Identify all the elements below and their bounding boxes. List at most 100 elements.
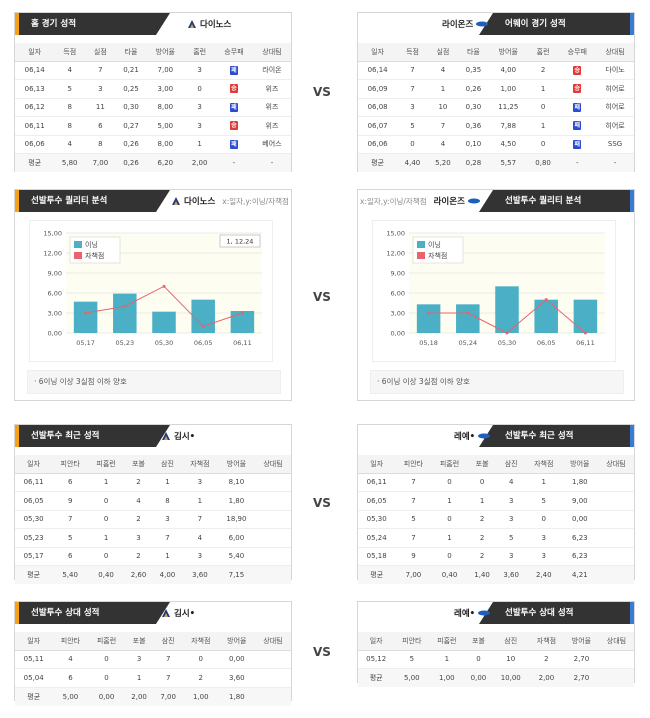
table-cell: 0: [525, 510, 562, 529]
table-cell: 패: [558, 135, 597, 154]
vs-label-1: VS: [313, 85, 331, 99]
table-cell: 06,05: [15, 491, 53, 511]
column-header: 상대팀: [252, 43, 291, 62]
table-cell: 2,70: [563, 668, 599, 687]
table-cell: 8,00: [146, 98, 185, 117]
table-row: 05,23 5 1 3 7 4 6,00: [15, 528, 291, 548]
table-cell: 라이온: [252, 61, 291, 80]
result-badge: 승: [229, 121, 238, 131]
table-cell: 6: [85, 116, 116, 136]
table-row: 06,14 7 4 0,35 4,00 2 승 다이노: [358, 61, 634, 80]
table-cell: 0,00: [464, 668, 493, 687]
y-tick-label: 6,00: [48, 290, 62, 298]
table-cell: 10: [492, 650, 529, 669]
table-cell: 3: [124, 528, 153, 548]
right-opp-pitcher: 레예•: [454, 607, 491, 619]
table-cell: 3,60: [496, 565, 526, 584]
table-row: 06,14 4 7 0,21 7,00 3 패 라이온: [15, 61, 291, 80]
table-cell: 1: [152, 547, 182, 566]
column-header: 방어율: [146, 43, 185, 62]
column-header: 홈런: [527, 43, 559, 62]
table-cell: 9: [395, 547, 432, 566]
table-cell: 1,00: [182, 687, 219, 706]
x-tick-label: 05,18: [419, 339, 438, 347]
table-cell: 0,80: [527, 153, 559, 172]
table-cell: 3: [496, 547, 526, 566]
column-header: 일자: [15, 43, 55, 62]
table-cell: 4: [124, 491, 153, 511]
table-cell: 2,00: [528, 668, 564, 687]
table-cell: 0,00: [218, 650, 255, 669]
right-recent-table: 일자 피안타 피홈런 포볼 삼진 자책점 방어율 상대팀 06,11 7 0 0 4 1 1,80 06,05…: [358, 455, 634, 584]
right-quality-footer: · 6이닝 이상 3실점 이하 양호: [370, 370, 624, 394]
table-cell: 1,00: [429, 668, 465, 687]
right-recent-pitcher: 레예•: [454, 430, 491, 442]
table-cell: 3: [496, 510, 526, 529]
table-cell: 10,00: [492, 668, 529, 687]
table-cell: 4,21: [561, 565, 598, 584]
table-cell: 06,14: [358, 61, 398, 80]
left-quality-chart: 0,00 3,00 6,00 9,00 12,00 15,00 05,17 05,23 05,3…: [29, 220, 273, 362]
table-cell: 9: [52, 491, 89, 511]
table-cell: 6: [52, 473, 89, 492]
column-header: 피홈런: [88, 632, 125, 651]
home-team-name: 다이노스: [200, 20, 232, 30]
table-cell: 7,00: [146, 61, 185, 80]
column-header: 피안타: [395, 455, 432, 474]
x-tick-label: 06,05: [194, 339, 213, 347]
left-recent-panel: 선발투수 최근 성적 김시• 일자 피안타 피홈런 포볼 삼진 자책점 방어율 상대팀 06,1…: [14, 424, 292, 584]
table-cell: 2: [467, 528, 497, 548]
table-cell: 0: [467, 473, 497, 492]
table-cell: 0,00: [561, 510, 598, 529]
table-cell: 평균: [15, 153, 55, 172]
table-cell: 5,40: [52, 565, 89, 584]
table-cell: 패: [214, 135, 253, 154]
bar-innings: [495, 286, 519, 333]
home-results-title: 홈 경기 성적: [15, 13, 170, 35]
result-badge: 패: [229, 65, 238, 75]
left-axis-note: x:일자,y:이닝/자책점: [222, 196, 289, 206]
table-cell: 승: [558, 61, 597, 80]
table-cell: 7: [395, 491, 432, 511]
table-cell: 6: [52, 547, 89, 566]
table-cell: 0: [88, 650, 125, 669]
table-cell: 1: [152, 473, 182, 492]
table-cell: 4: [181, 528, 218, 548]
table-cell: 0,36: [458, 116, 489, 136]
table-cell: [254, 687, 291, 706]
table-cell: 1,40: [467, 565, 497, 584]
bar-innings: [73, 301, 98, 333]
table-cell: 0: [431, 473, 468, 492]
table-cell: 5: [394, 650, 430, 669]
left-recent-title: 선발투수 최근 성적: [15, 425, 170, 447]
table-cell: 1: [184, 135, 215, 154]
table-cell: 1: [527, 116, 559, 136]
table-cell: 베어스: [252, 135, 291, 154]
table-row: 06,13 5 3 0,25 3,00 0 승 위즈: [15, 79, 291, 99]
table-cell: 1: [427, 79, 459, 99]
table-cell: [255, 510, 291, 529]
table-cell: 위즈: [252, 98, 291, 117]
table-cell: 2,00: [124, 687, 154, 706]
left-opp-pitcher: 김시•: [161, 607, 195, 619]
table-cell: 평균: [15, 687, 53, 706]
legend-swatch-earned-runs: [417, 252, 425, 259]
table-row: 06,06 0 4 0,10 4,50 0 패 SSG: [358, 135, 634, 154]
bar-innings: [456, 304, 480, 333]
table-cell: 2: [467, 510, 497, 529]
table-cell: 05,17: [15, 547, 53, 566]
lions-logo-icon: [476, 19, 489, 29]
y-tick-label: 15,00: [386, 230, 405, 238]
table-cell: 3: [181, 547, 218, 566]
table-cell: 3: [184, 98, 215, 117]
x-tick-label: 06,05: [537, 339, 556, 347]
column-header: 승무패: [214, 43, 253, 62]
column-header: 득점: [397, 43, 428, 62]
table-cell: 3: [496, 491, 526, 511]
table-cell: 0,26: [115, 135, 147, 154]
dinos-logo-icon: [171, 196, 181, 206]
table-cell: 7: [153, 668, 183, 688]
result-badge: 패: [573, 121, 582, 131]
